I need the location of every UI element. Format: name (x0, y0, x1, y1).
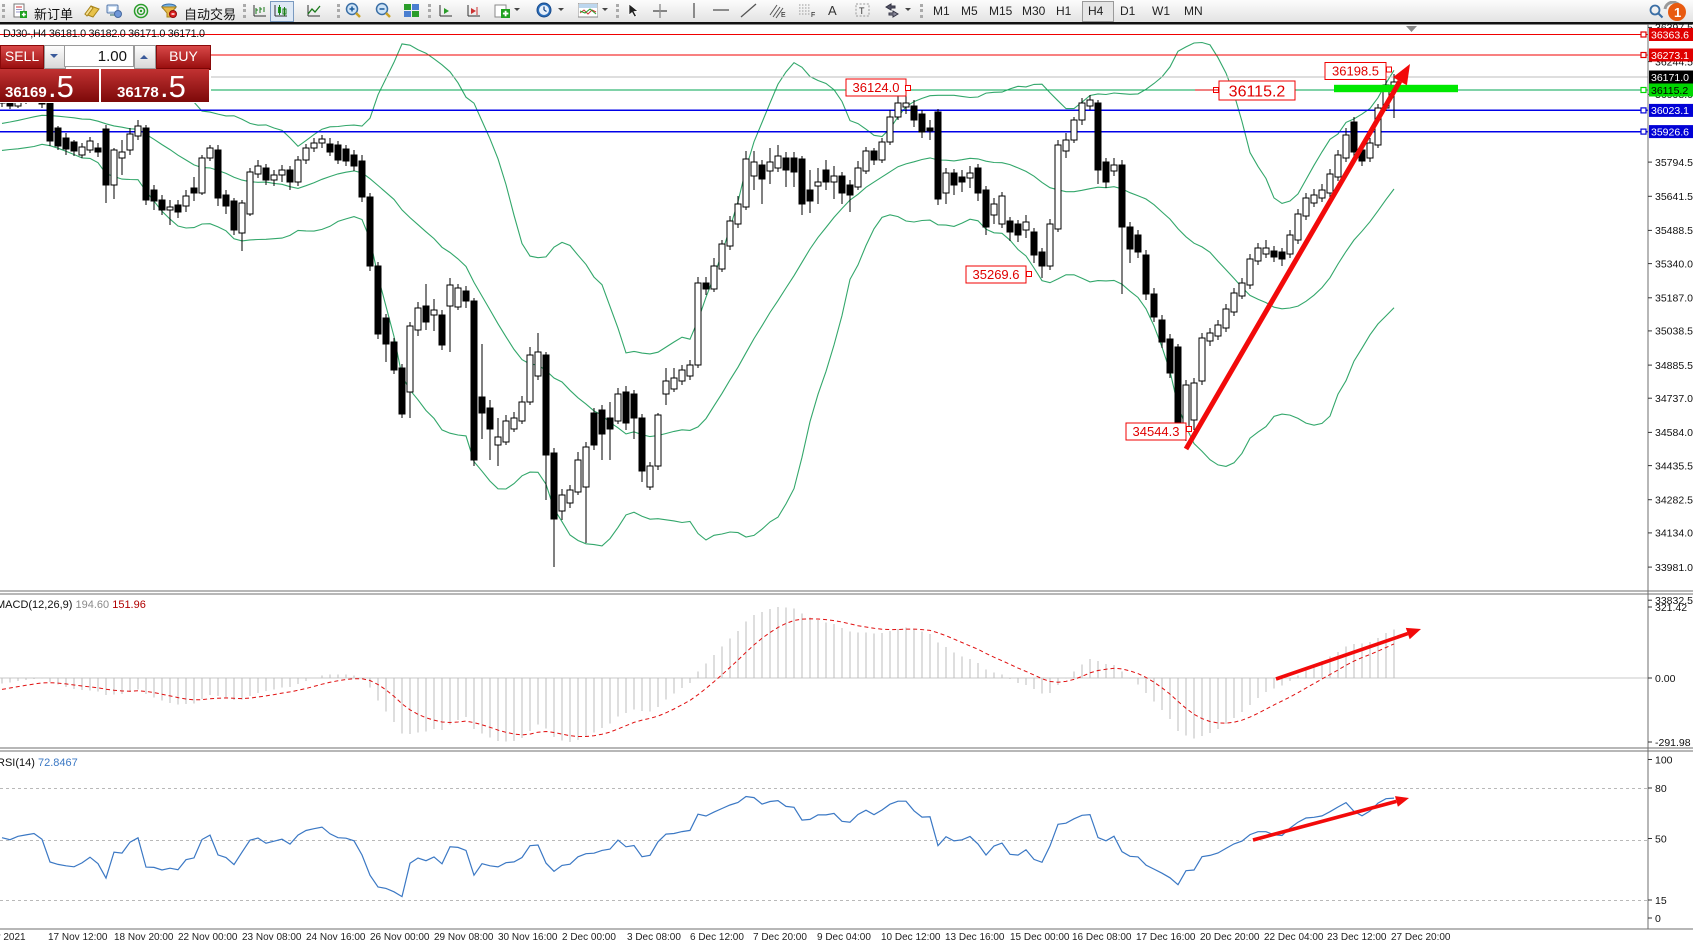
svg-text:23 Nov 08:00: 23 Nov 08:00 (242, 932, 302, 943)
svg-text:35340.0: 35340.0 (1655, 258, 1693, 270)
svg-text:20 Dec 20:00: 20 Dec 20:00 (1200, 932, 1260, 943)
svg-text:-291.98: -291.98 (1655, 737, 1691, 749)
svg-text:36115.2: 36115.2 (1229, 83, 1286, 100)
svg-text:36171.0: 36171.0 (1651, 72, 1689, 84)
svg-text:E: E (781, 12, 786, 19)
svg-text:0.00: 0.00 (1655, 673, 1676, 685)
svg-text:34544.3: 34544.3 (1133, 424, 1180, 439)
svg-text:18 Nov 20:00: 18 Nov 20:00 (114, 932, 174, 943)
svg-text:30 Nov 16:00: 30 Nov 16:00 (498, 932, 558, 943)
svg-text:35926.6: 35926.6 (1651, 126, 1689, 138)
svg-text:F: F (811, 12, 815, 19)
svg-text:15: 15 (1655, 895, 1667, 907)
svg-text:17 Dec 16:00: 17 Dec 16:00 (1136, 932, 1196, 943)
svg-text:26 Nov 00:00: 26 Nov 00:00 (370, 932, 430, 943)
svg-text:22 Dec 04:00: 22 Dec 04:00 (1264, 932, 1324, 943)
svg-text:24 Nov 16:00: 24 Nov 16:00 (306, 932, 366, 943)
svg-text:34885.5: 34885.5 (1655, 360, 1693, 372)
svg-text:35794.5: 35794.5 (1655, 157, 1693, 169)
svg-text:1: 1 (1674, 5, 1681, 20)
svg-text:35641.5: 35641.5 (1655, 191, 1693, 203)
svg-text:DJ30-,H4 36181.0 36182.0 3617: DJ30-,H4 36181.0 36182.0 36171.0 36171.0 (3, 28, 205, 40)
svg-text:ov 2021: ov 2021 (0, 932, 26, 943)
svg-text:10 Dec 12:00: 10 Dec 12:00 (881, 932, 941, 943)
svg-text:34134.0: 34134.0 (1655, 528, 1693, 540)
svg-text:T: T (859, 6, 865, 16)
svg-text:34584.0: 34584.0 (1655, 427, 1693, 439)
svg-text:MACD(12,26,9) 194.60 151.96: MACD(12,26,9) 194.60 151.96 (0, 599, 146, 611)
svg-text:35488.5: 35488.5 (1655, 225, 1693, 237)
svg-text:29 Nov 08:00: 29 Nov 08:00 (434, 932, 494, 943)
svg-text:50: 50 (1655, 833, 1667, 845)
svg-text:16 Dec 08:00: 16 Dec 08:00 (1072, 932, 1132, 943)
svg-text:27 Dec 20:00: 27 Dec 20:00 (1391, 932, 1451, 943)
svg-text:35038.5: 35038.5 (1655, 326, 1693, 338)
svg-text:RSI(14) 72.8467: RSI(14) 72.8467 (0, 757, 78, 769)
svg-text:100: 100 (1655, 754, 1673, 766)
svg-text:36198.5: 36198.5 (1332, 64, 1379, 79)
svg-text:3 Dec 08:00: 3 Dec 08:00 (627, 932, 681, 943)
svg-text:13 Dec 16:00: 13 Dec 16:00 (945, 932, 1005, 943)
svg-text:34737.0: 34737.0 (1655, 393, 1693, 405)
svg-text:23 Dec 12:00: 23 Dec 12:00 (1327, 932, 1387, 943)
svg-text:33981.0: 33981.0 (1655, 562, 1693, 574)
svg-text:17 Nov 12:00: 17 Nov 12:00 (48, 932, 108, 943)
svg-text:36363.6: 36363.6 (1651, 29, 1689, 41)
svg-text:6 Dec 12:00: 6 Dec 12:00 (690, 932, 744, 943)
svg-text:80: 80 (1655, 783, 1667, 795)
svg-text:9 Dec 04:00: 9 Dec 04:00 (817, 932, 871, 943)
svg-text:34435.5: 34435.5 (1655, 460, 1693, 472)
svg-text:15 Dec 00:00: 15 Dec 00:00 (1010, 932, 1070, 943)
svg-text:36273.1: 36273.1 (1651, 50, 1689, 62)
svg-text:36023.1: 36023.1 (1651, 105, 1689, 117)
svg-text:321.42: 321.42 (1655, 602, 1687, 614)
svg-text:7 Dec 20:00: 7 Dec 20:00 (753, 932, 807, 943)
svg-text:34282.5: 34282.5 (1655, 495, 1693, 507)
svg-text:2 Dec 00:00: 2 Dec 00:00 (562, 932, 616, 943)
svg-text:35269.6: 35269.6 (973, 267, 1020, 282)
svg-text:36124.0: 36124.0 (853, 80, 900, 95)
svg-text:33832.5: 33832.5 (1655, 595, 1693, 607)
svg-text:35187.0: 35187.0 (1655, 293, 1693, 305)
svg-text:0: 0 (1655, 913, 1661, 925)
svg-text:22 Nov 00:00: 22 Nov 00:00 (178, 932, 238, 943)
svg-text:36115.2: 36115.2 (1651, 85, 1688, 97)
